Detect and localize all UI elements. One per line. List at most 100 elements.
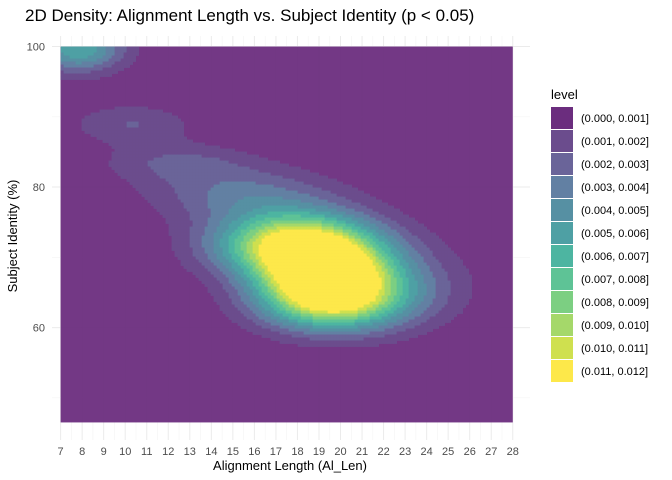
density-cell — [183, 193, 188, 197]
density-cell — [213, 208, 218, 212]
density-cell — [123, 136, 128, 140]
density-cell — [162, 151, 167, 155]
density-cell — [384, 262, 389, 266]
density-cell — [318, 181, 323, 185]
density-cell — [378, 274, 383, 278]
density-cell — [414, 292, 419, 296]
density-cell — [357, 199, 362, 203]
density-cell — [381, 223, 386, 227]
density-cell — [156, 166, 161, 170]
density-cell — [366, 223, 371, 227]
density-cell — [318, 271, 323, 275]
density-cell — [282, 196, 287, 200]
density-cell — [264, 265, 269, 269]
density-cell — [135, 145, 140, 149]
density-cell — [210, 274, 215, 278]
density-cell — [129, 109, 134, 113]
density-cell — [180, 157, 185, 161]
density-cell — [327, 289, 332, 293]
density-cell — [408, 271, 413, 275]
density-cell — [171, 136, 176, 140]
density-cell — [201, 190, 206, 194]
density-cell — [237, 256, 242, 260]
density-cell — [225, 295, 230, 299]
density-cell — [249, 166, 254, 170]
density-cell — [195, 208, 200, 212]
density-cell — [177, 232, 182, 236]
density-cell — [402, 250, 407, 254]
density-cell — [195, 241, 200, 245]
density-cell — [420, 298, 425, 302]
density-cell — [192, 244, 197, 248]
density-cell — [237, 307, 242, 311]
density-cell — [201, 205, 206, 209]
density-cell — [294, 205, 299, 209]
density-cell — [168, 166, 173, 170]
density-cell — [273, 178, 278, 182]
density-cell — [114, 154, 119, 158]
density-cell — [330, 196, 335, 200]
density-cell — [204, 157, 209, 161]
density-cell — [210, 280, 215, 284]
density-cell — [126, 148, 131, 152]
density-cell — [270, 277, 275, 281]
density-cell — [207, 226, 212, 230]
density-cell — [240, 157, 245, 161]
density-cell — [261, 157, 266, 161]
density-cell — [444, 268, 449, 272]
density-cell — [210, 232, 215, 236]
density-cell — [417, 235, 422, 239]
density-cell — [315, 274, 320, 278]
density-cell — [156, 142, 161, 146]
density-cell — [243, 280, 248, 284]
density-cell — [360, 235, 365, 239]
density-cell — [255, 238, 260, 242]
density-cell — [276, 205, 281, 209]
density-cell — [282, 265, 287, 269]
density-cell — [108, 127, 113, 131]
density-cell — [147, 166, 152, 170]
density-cell — [303, 217, 308, 221]
density-cell — [165, 208, 170, 212]
density-cell — [315, 250, 320, 254]
density-cell — [360, 241, 365, 245]
density-cell — [282, 214, 287, 218]
density-cell — [330, 271, 335, 275]
density-cell — [219, 193, 224, 197]
density-cell — [258, 274, 263, 278]
density-cell — [201, 142, 206, 146]
density-cell — [222, 226, 227, 230]
density-cell — [282, 187, 287, 191]
density-cell — [294, 172, 299, 176]
density-cell — [291, 307, 296, 311]
density-cell — [288, 289, 293, 293]
density-cell — [216, 244, 221, 248]
density-cell — [216, 190, 221, 194]
density-cell — [60, 49, 65, 53]
density-cell — [132, 154, 137, 158]
density-cell — [117, 115, 122, 119]
density-cell — [306, 289, 311, 293]
density-cell — [279, 247, 284, 251]
density-cell — [312, 187, 317, 191]
density-cell — [144, 109, 149, 113]
density-cell — [105, 73, 110, 77]
density-cell — [222, 220, 227, 224]
density-cell — [450, 286, 455, 290]
density-cell — [105, 136, 110, 140]
density-cell — [162, 193, 167, 197]
density-cell — [249, 301, 254, 305]
density-cell — [297, 298, 302, 302]
density-cell — [267, 196, 272, 200]
density-cell — [348, 187, 353, 191]
density-cell — [177, 196, 182, 200]
density-cell — [276, 187, 281, 191]
density-cell — [201, 220, 206, 224]
density-cell — [192, 229, 197, 233]
density-cell — [150, 163, 155, 167]
density-cell — [363, 202, 368, 206]
density-cell — [183, 157, 188, 161]
density-cell — [114, 61, 119, 65]
density-cell — [195, 205, 200, 209]
density-cell — [330, 223, 335, 227]
